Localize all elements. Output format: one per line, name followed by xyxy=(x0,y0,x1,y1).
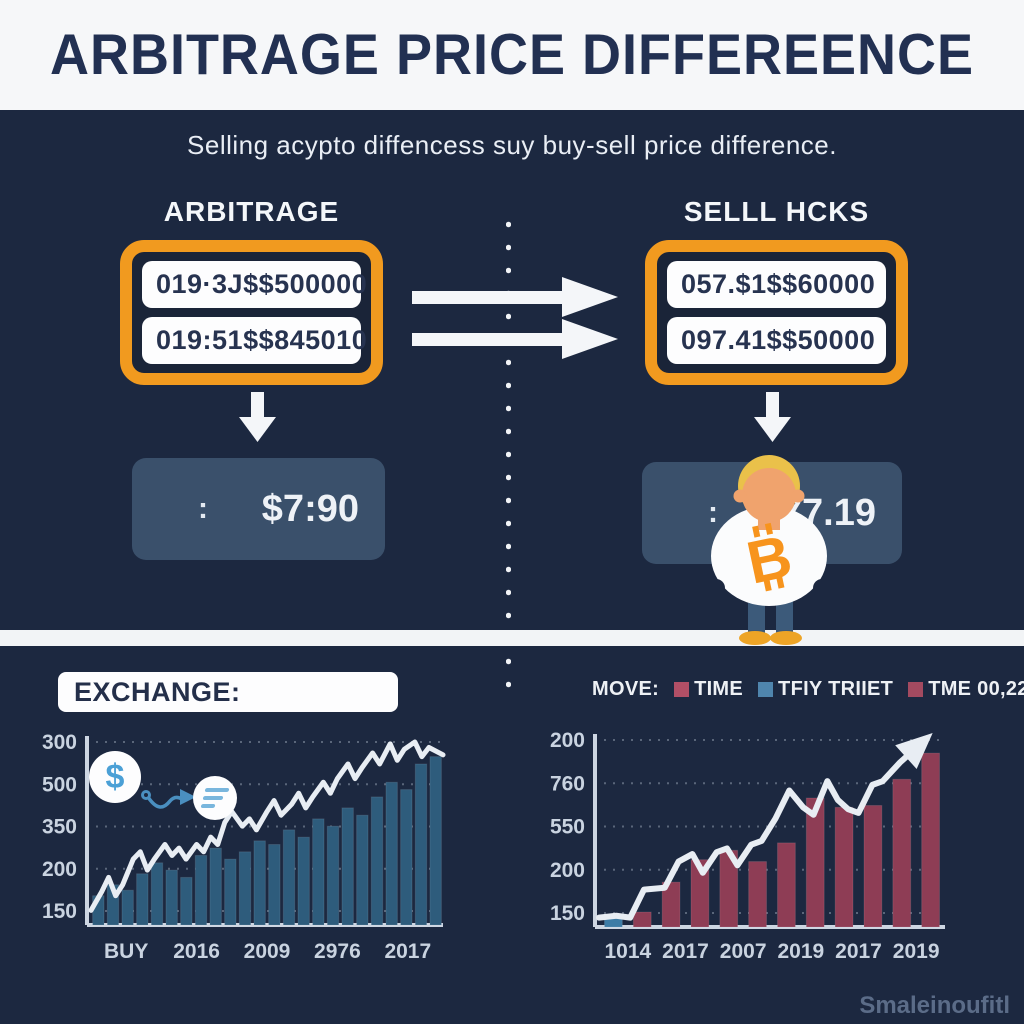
svg-text:1014: 1014 xyxy=(604,940,651,963)
vertical-dotted-divider xyxy=(506,213,511,700)
result-label: : xyxy=(708,496,718,529)
dollar-coin-icon: $ xyxy=(89,751,141,803)
svg-text:350: 350 xyxy=(42,816,77,839)
chart-legend: MOVE: TIME TFIY TRIIET TME 00,222 xyxy=(592,678,1024,701)
svg-text:200: 200 xyxy=(550,859,585,882)
table-row: 019·3J $$500000 xyxy=(142,261,367,308)
svg-text:2007: 2007 xyxy=(720,940,767,963)
svg-text:BUY: BUY xyxy=(104,940,148,963)
person-holding-bitcoin: B xyxy=(707,455,831,645)
legend-label: TFIY TRIIET xyxy=(778,678,894,700)
list-lines-icon xyxy=(193,776,237,820)
down-arrow-icon xyxy=(239,392,276,442)
svg-text:200: 200 xyxy=(550,729,585,752)
svg-text:2017: 2017 xyxy=(384,940,431,963)
row-value: $$60000 xyxy=(766,269,876,299)
row-label: 057.$1 xyxy=(681,269,767,299)
svg-text:2017: 2017 xyxy=(835,940,882,963)
left-price-table: 019·3J $$500000 019:51 $$845010 xyxy=(120,240,383,385)
result-label: : xyxy=(198,492,208,525)
watermark-text: Smaleinoufitl xyxy=(859,992,1010,1019)
svg-text:760: 760 xyxy=(550,772,585,795)
row-value: $$845010 xyxy=(243,325,368,355)
table-row: 019:51 $$845010 xyxy=(142,317,367,364)
svg-text:200: 200 xyxy=(42,858,77,881)
legend-swatch xyxy=(908,682,924,697)
row-value: $$50000 xyxy=(766,325,876,355)
legend-swatch xyxy=(758,682,774,697)
svg-text:2009: 2009 xyxy=(244,940,291,963)
row-value: $$500000 xyxy=(243,269,368,299)
legend-label: TIME xyxy=(694,678,744,700)
row-label: 097.41 xyxy=(681,325,767,355)
right-arrow-icon xyxy=(412,277,618,317)
legend-swatch xyxy=(674,682,690,697)
svg-text:2016: 2016 xyxy=(173,940,220,963)
legend-item: TME 00,222 xyxy=(908,678,1024,701)
legend-item: TFIY TRIIET xyxy=(758,678,893,701)
row-label: 019:51 xyxy=(156,325,244,355)
svg-text:550: 550 xyxy=(550,816,585,839)
legend-item: TIME xyxy=(674,678,743,701)
result-value: $7:90 xyxy=(261,487,359,530)
legend-label: TME 00,222 xyxy=(928,678,1024,700)
subtitle-text: Selling acypto diffencess suy buy-sell p… xyxy=(187,130,837,160)
right-price-table: 057.$1 $$60000 097.41 $$50000 xyxy=(645,240,908,385)
exchange-bar-chart: 300 500 350 200 150 BUY 2016 2009 2976 2017 xyxy=(42,731,446,963)
blue-squiggle-arrow-icon xyxy=(141,789,196,809)
svg-text:300: 300 xyxy=(42,731,77,754)
left-result-box: : $7:90 xyxy=(132,458,385,560)
header-banner: ARBITRAGE PRICE DIFFEREENCE xyxy=(0,0,1024,110)
svg-text:150: 150 xyxy=(550,902,585,925)
exchange-label: EXCHANGE: xyxy=(58,672,398,712)
right-column-heading: SELLL HCKS xyxy=(683,196,870,227)
right-arrow-icon xyxy=(412,319,618,359)
section-divider xyxy=(0,630,1024,646)
move-bar-chart: 200 760 550 200 150 1014 2017 2007 2019 2017 2019 xyxy=(550,729,945,963)
svg-text:2019: 2019 xyxy=(893,940,940,963)
svg-text:2976: 2976 xyxy=(314,940,361,963)
page-title: ARBITRAGE PRICE DIFFEREENCE xyxy=(49,23,975,87)
row-label: 019·3J xyxy=(156,269,244,299)
svg-text:500: 500 xyxy=(42,773,77,796)
down-arrow-icon xyxy=(754,392,791,442)
svg-text:150: 150 xyxy=(42,900,77,923)
svg-text:2019: 2019 xyxy=(777,940,824,963)
left-column-heading: ARBITRAGE xyxy=(163,196,340,227)
svg-text:2017: 2017 xyxy=(662,940,709,963)
legend-prefix: MOVE: xyxy=(592,678,660,700)
table-row: 097.41 $$50000 xyxy=(667,317,886,364)
bitcoin-icon: B xyxy=(741,522,797,597)
table-row: 057.$1 $$60000 xyxy=(667,261,886,308)
